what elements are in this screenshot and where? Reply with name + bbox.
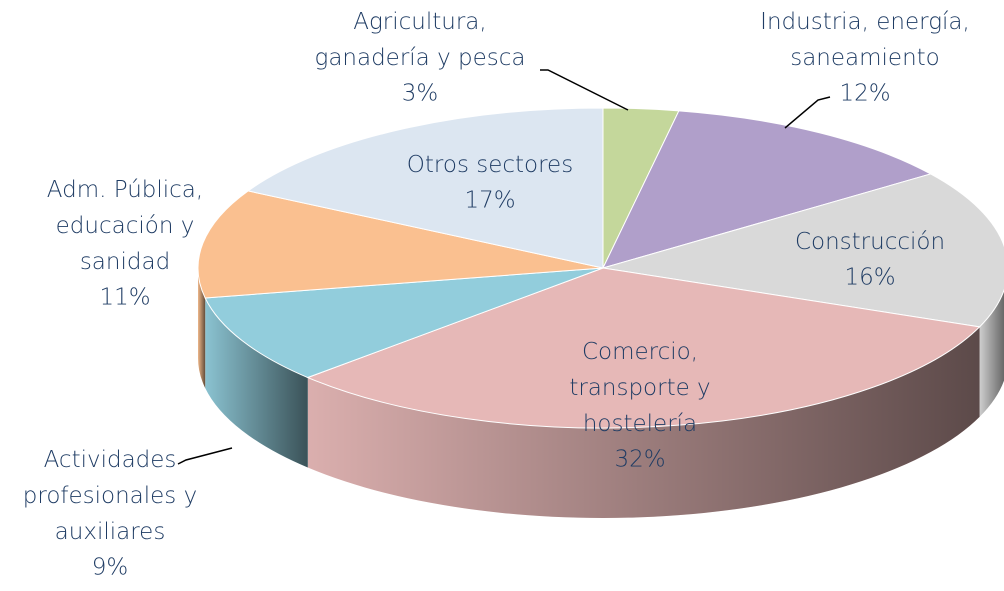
slice-label: Industria, energía, saneamiento bbox=[760, 9, 970, 71]
label-line: ganadería y pesca bbox=[315, 45, 526, 71]
label-line: educación y bbox=[56, 213, 195, 239]
label-line: Construcción bbox=[795, 229, 945, 255]
label-line: Actividades bbox=[44, 447, 177, 473]
slice-label: Agricultura, ganadería y pesca bbox=[315, 9, 526, 71]
value-label: 3% bbox=[402, 81, 439, 107]
label-line: sanidad bbox=[80, 249, 170, 275]
leader-line bbox=[540, 69, 629, 111]
label-line: transporte y bbox=[569, 375, 710, 401]
value-label: 12% bbox=[839, 81, 890, 107]
slice-label: Adm. Pública, educación y sanidad bbox=[47, 177, 203, 275]
slice-label: Otros sectores bbox=[407, 152, 573, 178]
label-line: Adm. Pública, bbox=[47, 177, 203, 203]
slice bbox=[602, 173, 1004, 328]
value-label: 17% bbox=[464, 188, 515, 214]
slice-side-shade bbox=[205, 297, 308, 468]
value-label: 11% bbox=[99, 285, 150, 311]
label-line: Comercio, bbox=[582, 339, 698, 365]
slice bbox=[306, 267, 981, 429]
label-line: Agricultura, bbox=[353, 9, 486, 35]
slice-side-shade bbox=[979, 290, 1004, 417]
value-label: 32% bbox=[614, 447, 665, 473]
slice-label: Actividades profesionales y auxiliares bbox=[23, 447, 197, 545]
slice bbox=[204, 267, 604, 379]
slice bbox=[602, 110, 932, 269]
slice-label: Comercio, transporte y hostelería bbox=[569, 339, 710, 437]
label-line: saneamiento bbox=[790, 45, 940, 71]
slice-side-shade bbox=[307, 326, 980, 518]
label-line: Otros sectores bbox=[407, 152, 573, 178]
value-label: 16% bbox=[844, 265, 895, 291]
label-line: Industria, energía, bbox=[760, 9, 970, 35]
leader-line bbox=[177, 447, 233, 465]
slice bbox=[197, 190, 604, 299]
label-line: profesionales y bbox=[23, 483, 197, 509]
label-line: auxiliares bbox=[55, 519, 166, 545]
slice-side-shade bbox=[198, 268, 206, 388]
slice-label: Construcción bbox=[795, 229, 945, 255]
label-line: hostelería bbox=[583, 411, 697, 437]
leader-line bbox=[784, 96, 831, 129]
value-label: 9% bbox=[92, 555, 129, 581]
slice bbox=[246, 107, 604, 269]
